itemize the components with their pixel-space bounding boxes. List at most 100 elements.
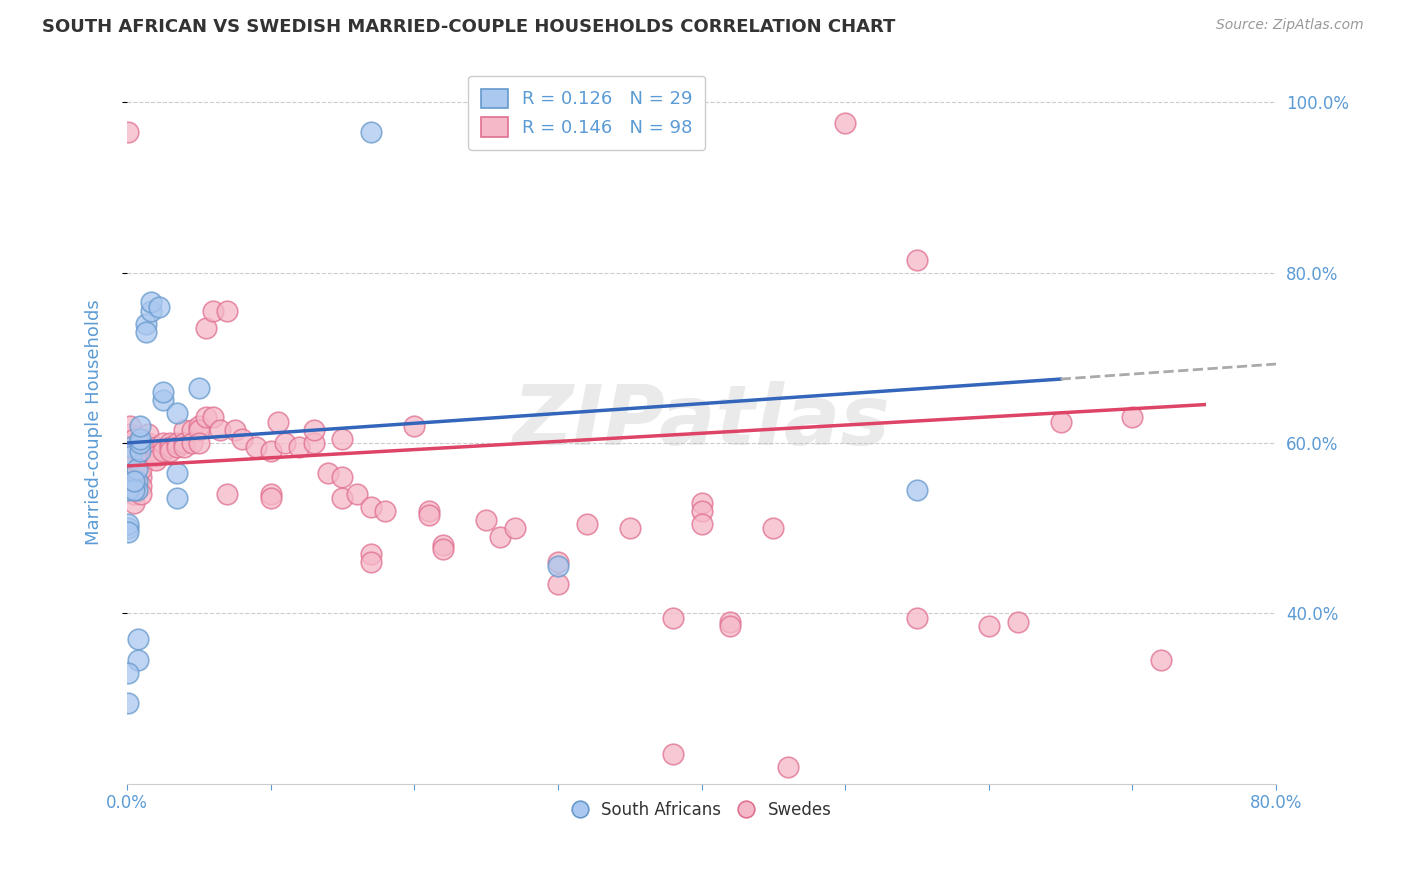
Point bbox=[475, 815, 498, 830]
Point bbox=[148, 300, 170, 314]
Point bbox=[159, 444, 181, 458]
Point bbox=[152, 393, 174, 408]
Point bbox=[302, 423, 325, 437]
Point bbox=[125, 483, 148, 497]
Point bbox=[332, 432, 354, 446]
Point bbox=[187, 423, 209, 437]
Point bbox=[118, 427, 141, 442]
Point bbox=[117, 696, 139, 710]
Point bbox=[360, 125, 382, 139]
Point bbox=[117, 516, 139, 531]
Point bbox=[734, 811, 756, 825]
Point bbox=[152, 384, 174, 399]
Point bbox=[259, 444, 281, 458]
Point bbox=[977, 619, 1000, 633]
Point bbox=[122, 478, 145, 492]
Point bbox=[122, 457, 145, 471]
Point bbox=[138, 444, 160, 458]
Point bbox=[834, 116, 856, 130]
Point bbox=[288, 440, 311, 454]
Point bbox=[905, 252, 928, 267]
Point bbox=[122, 483, 145, 497]
Point bbox=[575, 516, 598, 531]
Point bbox=[128, 432, 150, 446]
Point bbox=[475, 513, 498, 527]
Point bbox=[117, 444, 139, 458]
Legend: South Africans, Swedes: South Africans, Swedes bbox=[565, 795, 838, 826]
Point bbox=[418, 508, 440, 523]
Point bbox=[302, 436, 325, 450]
Point bbox=[217, 487, 239, 501]
Point bbox=[129, 440, 152, 454]
Point bbox=[194, 410, 217, 425]
Point bbox=[166, 491, 188, 506]
Point bbox=[120, 449, 142, 463]
Point bbox=[217, 304, 239, 318]
Point bbox=[776, 760, 799, 774]
Point bbox=[374, 504, 396, 518]
Point bbox=[489, 530, 512, 544]
Point bbox=[547, 555, 569, 569]
Point bbox=[166, 440, 188, 454]
Point bbox=[267, 415, 290, 429]
Point bbox=[129, 457, 152, 471]
Point bbox=[159, 440, 181, 454]
Point bbox=[231, 432, 253, 446]
Point bbox=[145, 440, 167, 454]
Point bbox=[141, 304, 163, 318]
Point bbox=[619, 521, 641, 535]
Point bbox=[332, 491, 354, 506]
Point bbox=[117, 475, 139, 489]
Point bbox=[503, 521, 526, 535]
Point bbox=[690, 495, 713, 509]
Point bbox=[122, 432, 145, 446]
Point bbox=[135, 317, 157, 331]
Point bbox=[129, 470, 152, 484]
Point bbox=[316, 466, 339, 480]
Point bbox=[122, 470, 145, 484]
Point bbox=[432, 538, 454, 552]
Point bbox=[145, 449, 167, 463]
Point bbox=[180, 423, 202, 437]
Point bbox=[141, 295, 163, 310]
Point bbox=[152, 444, 174, 458]
Point bbox=[418, 504, 440, 518]
Point bbox=[122, 449, 145, 463]
Point bbox=[129, 449, 152, 463]
Point bbox=[202, 410, 225, 425]
Point bbox=[117, 665, 139, 680]
Point bbox=[245, 440, 267, 454]
Point bbox=[662, 747, 685, 761]
Point bbox=[360, 555, 382, 569]
Point bbox=[138, 427, 160, 442]
Point bbox=[346, 487, 368, 501]
Point bbox=[1121, 410, 1143, 425]
Text: Source: ZipAtlas.com: Source: ZipAtlas.com bbox=[1216, 18, 1364, 32]
Point bbox=[117, 525, 139, 540]
Point bbox=[360, 500, 382, 514]
Point bbox=[224, 423, 246, 437]
Point bbox=[547, 559, 569, 574]
Point bbox=[152, 436, 174, 450]
Point bbox=[432, 542, 454, 557]
Point bbox=[180, 436, 202, 450]
Point bbox=[1049, 415, 1071, 429]
Point bbox=[127, 632, 149, 646]
Point bbox=[129, 461, 152, 475]
Point bbox=[127, 653, 149, 667]
Point bbox=[360, 547, 382, 561]
Point bbox=[117, 521, 139, 535]
Point bbox=[762, 521, 785, 535]
Text: SOUTH AFRICAN VS SWEDISH MARRIED-COUPLE HOUSEHOLDS CORRELATION CHART: SOUTH AFRICAN VS SWEDISH MARRIED-COUPLE … bbox=[42, 18, 896, 36]
Point bbox=[187, 381, 209, 395]
Point bbox=[117, 483, 139, 497]
Point bbox=[118, 418, 141, 433]
Point bbox=[129, 478, 152, 492]
Point bbox=[166, 466, 188, 480]
Y-axis label: Married-couple Households: Married-couple Households bbox=[86, 299, 103, 544]
Point bbox=[166, 406, 188, 420]
Point bbox=[129, 432, 152, 446]
Point bbox=[194, 321, 217, 335]
Point bbox=[404, 418, 426, 433]
Point bbox=[259, 487, 281, 501]
